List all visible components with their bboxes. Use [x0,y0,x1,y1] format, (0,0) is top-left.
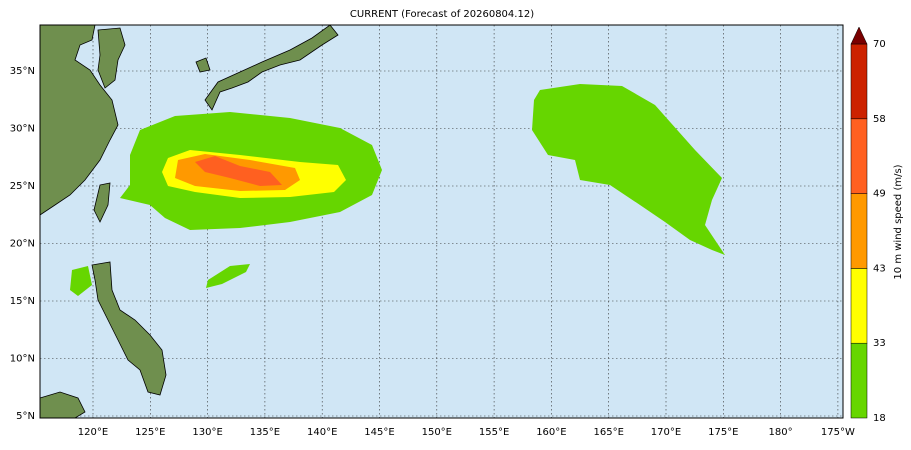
lat-tick-label: 25°N [10,181,35,192]
colorbar-tick-label: 33 [873,338,886,349]
colorbar-tick-label: 18 [873,413,886,424]
lon-tick-label: 155°E [479,427,509,438]
lon-tick-label: 120°E [78,427,108,438]
lon-tick-label: 160°E [536,427,566,438]
lat-tick-label: 15°N [10,296,35,307]
lon-tick-label: 135°E [250,427,280,438]
colorbar-band [850,43,868,120]
lon-tick-label: 145°E [364,427,394,438]
lon-tick-label: 180° [769,427,793,438]
map-frame [39,24,844,419]
lon-tick-label: 175°W [821,427,855,438]
colorbar-tick-label: 43 [873,263,886,274]
lon-tick-label: 130°E [192,427,222,438]
colorbar-band [850,342,868,419]
lat-tick-label: 10°N [10,354,35,365]
land [39,24,339,419]
lon-tick-label: 150°E [422,427,452,438]
colorbar-tick-label: 58 [873,114,886,125]
colorbar-band [850,118,868,194]
lat-tick-label: 5°N [16,411,35,422]
lon-tick-label: 175°E [708,427,738,438]
colorbar-band [850,268,868,344]
map-title: CURRENT (Forecast of 20260804.12) [350,9,534,20]
colorbar-tick-label: 70 [873,39,886,50]
lon-tick-label: 125°E [135,427,165,438]
lon-tick-label: 170°E [651,427,681,438]
lat-tick-label: 35°N [10,66,35,77]
lat-tick-label: 30°N [10,124,35,135]
colorbar-extend [850,26,868,45]
colorbar-band [850,193,868,269]
colorbar: 18 33 43 49 58 70 [850,26,886,424]
lat-tick-label: 20°N [10,239,35,250]
colorbar-label: 10 m wind speed (m/s) [893,164,904,279]
lon-tick-label: 140°E [307,427,337,438]
wind-field [70,84,725,296]
colorbar-tick-label: 49 [873,189,886,200]
lon-tick-label: 165°E [593,427,623,438]
